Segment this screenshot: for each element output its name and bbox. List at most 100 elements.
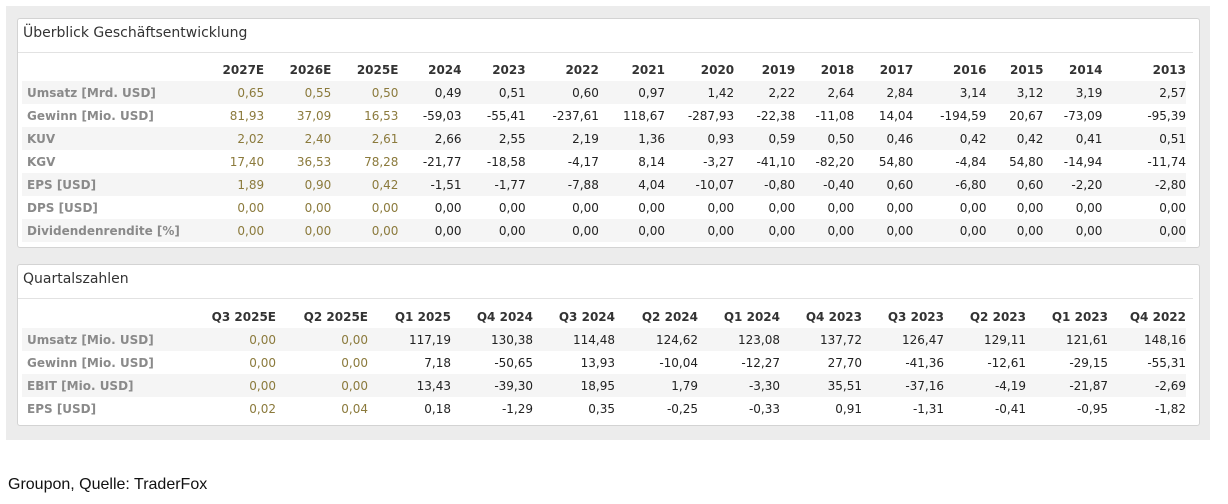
estimate-cell: 0,00: [371, 200, 399, 215]
value-cell: -0,40: [795, 173, 855, 196]
row-label: Dividendenrendite [%]: [22, 219, 200, 242]
row-label: DPS [USD]: [27, 200, 98, 215]
row-label: EPS [USD]: [27, 401, 97, 416]
value-cell: -11,74: [1147, 154, 1186, 169]
value-cell: 0,00: [525, 219, 599, 242]
value-cell: -0,80: [734, 173, 796, 196]
estimate-cell: 0,50: [331, 81, 399, 104]
value-cell: 13,43: [368, 374, 451, 397]
value-cell: 0,00: [1016, 200, 1044, 215]
value-cell: -10,04: [659, 355, 698, 370]
value-cell: -37,16: [862, 374, 944, 397]
divider: [18, 298, 1193, 299]
value-cell: 124,62: [615, 328, 698, 351]
value-cell: -1,82: [1154, 401, 1186, 416]
estimate-cell: 1,89: [199, 173, 265, 196]
value-cell: 2,66: [398, 127, 462, 150]
value-cell: 3,12: [986, 81, 1044, 104]
value-cell: 3,14: [913, 81, 987, 104]
content-background: Überblick Geschäftsentwicklung 2027E 2026…: [6, 6, 1210, 440]
value-cell: 0,59: [734, 127, 796, 150]
value-cell: -59,03: [422, 108, 462, 123]
row-label: Gewinn [Mio. USD]: [27, 108, 154, 123]
value-cell: 0,00: [664, 219, 735, 242]
row-label: KUV: [22, 127, 200, 150]
column-header: Q3 2023: [887, 309, 944, 324]
value-cell: -7,88: [525, 173, 599, 196]
value-cell: -55,41: [486, 108, 526, 123]
value-cell: -3,27: [703, 154, 735, 169]
value-cell: 0,00: [959, 200, 987, 215]
column-header: 2024: [428, 62, 462, 77]
value-cell: -6,80: [913, 173, 987, 196]
value-cell: 0,00: [1159, 200, 1186, 215]
value-cell: 0,60: [525, 81, 599, 104]
table-row: EPS [USD] 0,02 0,04 0,18 -1,29 0,35 -0,25 -0,33…: [22, 397, 1186, 420]
column-header: 2023: [492, 62, 526, 77]
value-cell: 2,64: [795, 81, 855, 104]
table-row: Dividendenrendite [%] 0,00 0,00 0,00 0,00 0,0…: [22, 219, 1186, 242]
value-cell: 2,19: [525, 127, 599, 150]
value-cell: 0,00: [827, 200, 855, 215]
value-cell: 2,84: [854, 81, 914, 104]
value-cell: -194,59: [940, 108, 987, 123]
value-cell: 0,00: [1043, 219, 1103, 242]
row-label: EPS [USD]: [22, 173, 200, 196]
value-cell: 0,18: [424, 401, 451, 416]
value-cell: 3,19: [1043, 81, 1103, 104]
value-cell: 7,18: [424, 355, 451, 370]
value-cell: -1,51: [398, 173, 462, 196]
value-cell: -11,08: [815, 108, 855, 123]
value-cell: -4,19: [944, 374, 1026, 397]
table-row: Gewinn [Mio. USD] 0,00 0,00 7,18 -50,65 13,93…: [22, 351, 1186, 374]
value-cell: 1,79: [615, 374, 698, 397]
estimate-cell: 36,53: [296, 154, 332, 169]
row-label: Gewinn [Mio. USD]: [27, 355, 154, 370]
value-cell: 0,49: [398, 81, 462, 104]
value-cell: 0,41: [1043, 127, 1103, 150]
value-cell: 0,00: [1075, 200, 1103, 215]
row-label: EBIT [Mio. USD]: [22, 374, 196, 397]
column-header: Q1 2023: [1051, 309, 1108, 324]
quarterly-title: Quartalszahlen: [23, 271, 129, 287]
estimate-cell: 0,00: [237, 200, 265, 215]
value-cell: -55,31: [1147, 355, 1186, 370]
column-header: 2025E: [356, 62, 399, 77]
column-header: 2020: [700, 62, 735, 77]
estimate-cell: 17,40: [229, 154, 265, 169]
value-cell: 35,51: [780, 374, 862, 397]
value-cell: -73,09: [1063, 108, 1103, 123]
column-header: 2019: [761, 62, 796, 77]
estimate-cell: 0,00: [196, 374, 276, 397]
value-cell: 1,42: [664, 81, 735, 104]
value-cell: 2,22: [734, 81, 796, 104]
value-cell: 0,00: [795, 219, 855, 242]
quarterly-table: Q3 2025E Q2 2025E Q1 2025 Q4 2024 Q3 2024 Q2 …: [22, 305, 1186, 420]
value-cell: -1,31: [912, 401, 944, 416]
estimate-cell: 0,42: [331, 173, 399, 196]
table-row: Gewinn [Mio. USD] 81,93 37,09 16,53 -59,03 -5…: [22, 104, 1186, 127]
value-cell: 117,19: [368, 328, 451, 351]
column-header: Q2 2024: [641, 309, 698, 324]
value-cell: -39,30: [451, 374, 533, 397]
estimate-cell: 0,00: [341, 355, 368, 370]
value-cell: 0,00: [498, 200, 526, 215]
value-cell: 0,00: [768, 200, 796, 215]
value-cell: -82,20: [815, 154, 855, 169]
row-label: Umsatz [Mio. USD]: [22, 328, 196, 351]
value-cell: 0,00: [734, 219, 796, 242]
value-cell: 121,61: [1026, 328, 1108, 351]
column-header: 2022: [565, 62, 599, 77]
value-cell: -0,33: [748, 401, 780, 416]
estimate-cell: 0,65: [199, 81, 265, 104]
image-caption: Groupon, Quelle: TraderFox: [8, 476, 208, 493]
table-row: Umsatz [Mio. USD] 0,00 0,00 117,19 130,38 114…: [22, 328, 1186, 351]
value-cell: 8,14: [638, 154, 665, 169]
value-cell: -12,61: [987, 355, 1026, 370]
estimate-cell: 0,00: [264, 219, 332, 242]
estimate-cell: 2,61: [331, 127, 399, 150]
value-cell: 0,42: [913, 127, 987, 150]
column-header: Q1 2024: [723, 309, 780, 324]
estimate-cell: 2,02: [199, 127, 265, 150]
value-cell: 126,47: [862, 328, 944, 351]
